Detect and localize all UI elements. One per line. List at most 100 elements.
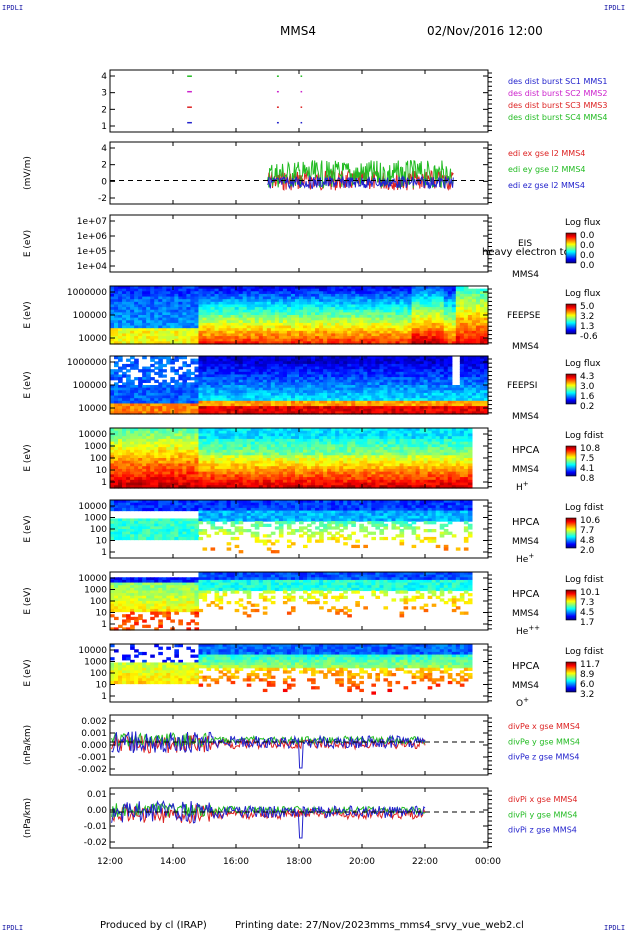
- footer-printing-date: Printing date: 27/Nov/2023: [235, 920, 371, 931]
- panel-feepse-colorbar-title: Log flux: [565, 289, 601, 299]
- panel-hpca_h-colorbar-tick-0: 10.8: [580, 444, 600, 454]
- panel-divpi-traces: [111, 800, 426, 839]
- header-spacecraft: MMS4: [280, 24, 316, 38]
- panel-hpca_he-ytick-label-2: 100: [90, 525, 107, 535]
- corner-mark-bottom-right: IPDLI: [604, 924, 626, 932]
- x-axis-tick-label-6: 00:00: [475, 857, 501, 867]
- panel-burst-ytick-label-3: 1: [101, 122, 107, 132]
- panel-hpca_h-colorbar-tick-2: 4.1: [580, 464, 594, 474]
- panel-divpe-legend-1: divPe y gse MMS4: [508, 737, 580, 746]
- panel-divpi-trace-2: [111, 800, 426, 839]
- panel-divpi-legend-0: divPi x gse MMS4: [508, 795, 577, 804]
- panel-hpca_h-ytick-label-1: 1000: [84, 442, 107, 452]
- panel-feepsi-ylabel: E (eV): [23, 371, 33, 398]
- panel-hpca_he-ytick-label-1: 1000: [84, 514, 107, 524]
- panel-edi-legend-0: edi ex gse l2 MMS4: [508, 149, 585, 158]
- panel-divpe-legend-2: divPe z gse MMS4: [508, 753, 579, 762]
- corner-mark-top-right: IPDLI: [604, 4, 626, 12]
- panel-feepsi-label-1: MMS4: [512, 412, 539, 422]
- x-axis-tick-label-0: 12:00: [97, 857, 123, 867]
- panel-eis-label-0: EIS: [518, 239, 532, 249]
- panel-edi-ytick-label-1: 2: [101, 161, 107, 171]
- panel-feepse-colorbar: [565, 303, 577, 335]
- panel-hpca_h-colorbar-title: Log fdist: [565, 431, 604, 441]
- panel-feepsi-colorbar-tick-0: 4.3: [580, 372, 594, 382]
- panel-hpca_o-colorbar-title: Log fdist: [565, 647, 604, 657]
- panel-hpca_o-ytick-label-2: 100: [90, 669, 107, 679]
- panel-eis-colorbar-tick-3: 0.0: [580, 261, 595, 271]
- panel-hpca_hepp-ytick-label-0: 10000: [78, 574, 107, 584]
- panel-divpi-ytick-label-2: -0.01: [84, 822, 107, 832]
- panel-eis-label-1: MMS4: [512, 270, 539, 280]
- panel-divpi-ytick-label-0: 0.01: [87, 790, 107, 800]
- panel-feepse-ylabel: E (eV): [23, 301, 33, 328]
- panel-hpca_h-ytick-label-4: 1: [101, 478, 107, 488]
- x-axis-tick-label-5: 22:00: [412, 857, 438, 867]
- panel-hpca_hepp-label-2: He++: [516, 624, 540, 637]
- panel-feepsi-ytick-label-2: 10000: [78, 404, 107, 414]
- panel-burst-ytick-label-2: 2: [101, 105, 107, 115]
- panel-hpca_o-label-2: O+: [516, 696, 529, 709]
- panel-hpca_o-colorbar-tick-3: 3.2: [580, 690, 594, 700]
- panel-feepse-colorbar-tick-0: 5.0: [580, 302, 595, 312]
- panel-burst-legend-3: des dist burst SC4 MMS4: [508, 113, 607, 122]
- panel-eis-ytick-label-3: 1e+04: [77, 262, 108, 272]
- panel-hpca_hepp-colorbar-title: Log fdist: [565, 575, 604, 585]
- panel-hpca_o-ytick-label-1: 1000: [84, 658, 107, 668]
- x-axis-tick-label-4: 20:00: [349, 857, 375, 867]
- panel-hpca_hepp-ytick-label-1: 1000: [84, 586, 107, 596]
- panel-hpca_h-ytick-label-0: 10000: [78, 430, 107, 440]
- panel-hpca_h-colorbar-tick-3: 0.8: [580, 474, 595, 484]
- panel-eis-colorbar-tick-0: 0.0: [580, 231, 595, 241]
- panel-divpe-ytick-label-1: 0.001: [81, 729, 107, 739]
- panel-divpe-ytick-label-4: -0.002: [78, 765, 107, 775]
- header-datetime: 02/Nov/2016 12:00: [427, 24, 543, 38]
- panel-hpca_he-colorbar-tick-2: 4.8: [580, 536, 595, 546]
- panel-hpca_o-ylabel: E (eV): [23, 659, 33, 686]
- panel-hpca_he-label-1: MMS4: [512, 537, 539, 547]
- panel-feepse-ytick-label-2: 10000: [78, 334, 107, 344]
- panel-hpca_o-spectrogram: [110, 644, 473, 695]
- panel-feepse-colorbar-tick-2: 1.3: [580, 322, 594, 332]
- panel-divpi-legend-1: divPi y gse MMS4: [508, 810, 577, 819]
- panel-hpca_he-ytick-label-4: 1: [101, 548, 107, 558]
- panel-edi-ytick-label-2: 0: [101, 177, 107, 187]
- panel-eis-ytick-label-2: 1e+05: [77, 247, 107, 257]
- panel-hpca_h-ytick-label-3: 10: [96, 466, 108, 476]
- corner-mark-bottom-left: IPDLI: [2, 924, 24, 932]
- panel-hpca_o-label-0: HPCA: [512, 661, 540, 672]
- panel-feepsi-label-0: FEEPSI: [507, 381, 537, 391]
- panel-divpe-traces: [111, 731, 426, 769]
- panel-divpe-legend-0: divPe x gse MMS4: [508, 722, 580, 731]
- panel-edi-trace-2: [267, 174, 454, 191]
- panel-eis-overlay-label: heavy electron to: [482, 247, 570, 258]
- panel-burst-legend-2: des dist burst SC3 MMS3: [508, 101, 607, 110]
- panel-edi-traces: [267, 160, 454, 192]
- panel-edi-trace-1: [267, 160, 454, 189]
- panel-burst-frame: [109, 69, 489, 133]
- panel-hpca_hepp-colorbar-tick-0: 10.1: [580, 588, 600, 598]
- panel-hpca_o-ytick-label-3: 10: [96, 681, 108, 691]
- panel-hpca_hepp-ylabel: E (eV): [23, 587, 33, 614]
- panel-feepsi-colorbar-tick-2: 1.6: [580, 392, 595, 402]
- panel-hpca_he-colorbar-tick-3: 2.0: [580, 546, 595, 556]
- panel-hpca_hepp-ytick-label-3: 10: [96, 609, 108, 619]
- panel-hpca_o-colorbar-tick-2: 6.0: [580, 680, 595, 690]
- panel-edi-legend-1: edi ey gse l2 MMS4: [508, 165, 586, 174]
- panel-feepse-colorbar-tick-1: 3.2: [580, 312, 594, 322]
- panel-hpca_h-ylabel: E (eV): [23, 444, 33, 471]
- panel-hpca_h-colorbar-tick-1: 7.5: [580, 454, 594, 464]
- panel-hpca_he-ytick-label-0: 10000: [78, 502, 107, 512]
- panel-hpca_h-spectrogram: [110, 428, 473, 489]
- panel-hpca_hepp-spectrogram: [110, 572, 473, 631]
- x-axis-tick-label-2: 16:00: [223, 857, 249, 867]
- panel-feepse-label-1: MMS4: [512, 342, 539, 352]
- panel-divpe-ytick-label-0: 0.002: [81, 717, 107, 727]
- panel-hpca_o-colorbar-tick-1: 8.9: [580, 670, 595, 680]
- panel-hpca_he-colorbar-tick-1: 7.7: [580, 526, 594, 536]
- panel-burst-markers: [187, 75, 303, 124]
- panel-feepsi-colorbar-tick-1: 3.0: [580, 382, 595, 392]
- panel-eis-ytick-label-0: 1e+07: [77, 217, 107, 227]
- panel-edi-legend-2: edi ez gse l2 MMS4: [508, 181, 585, 190]
- panel-hpca_o-ytick-label-4: 1: [101, 692, 107, 702]
